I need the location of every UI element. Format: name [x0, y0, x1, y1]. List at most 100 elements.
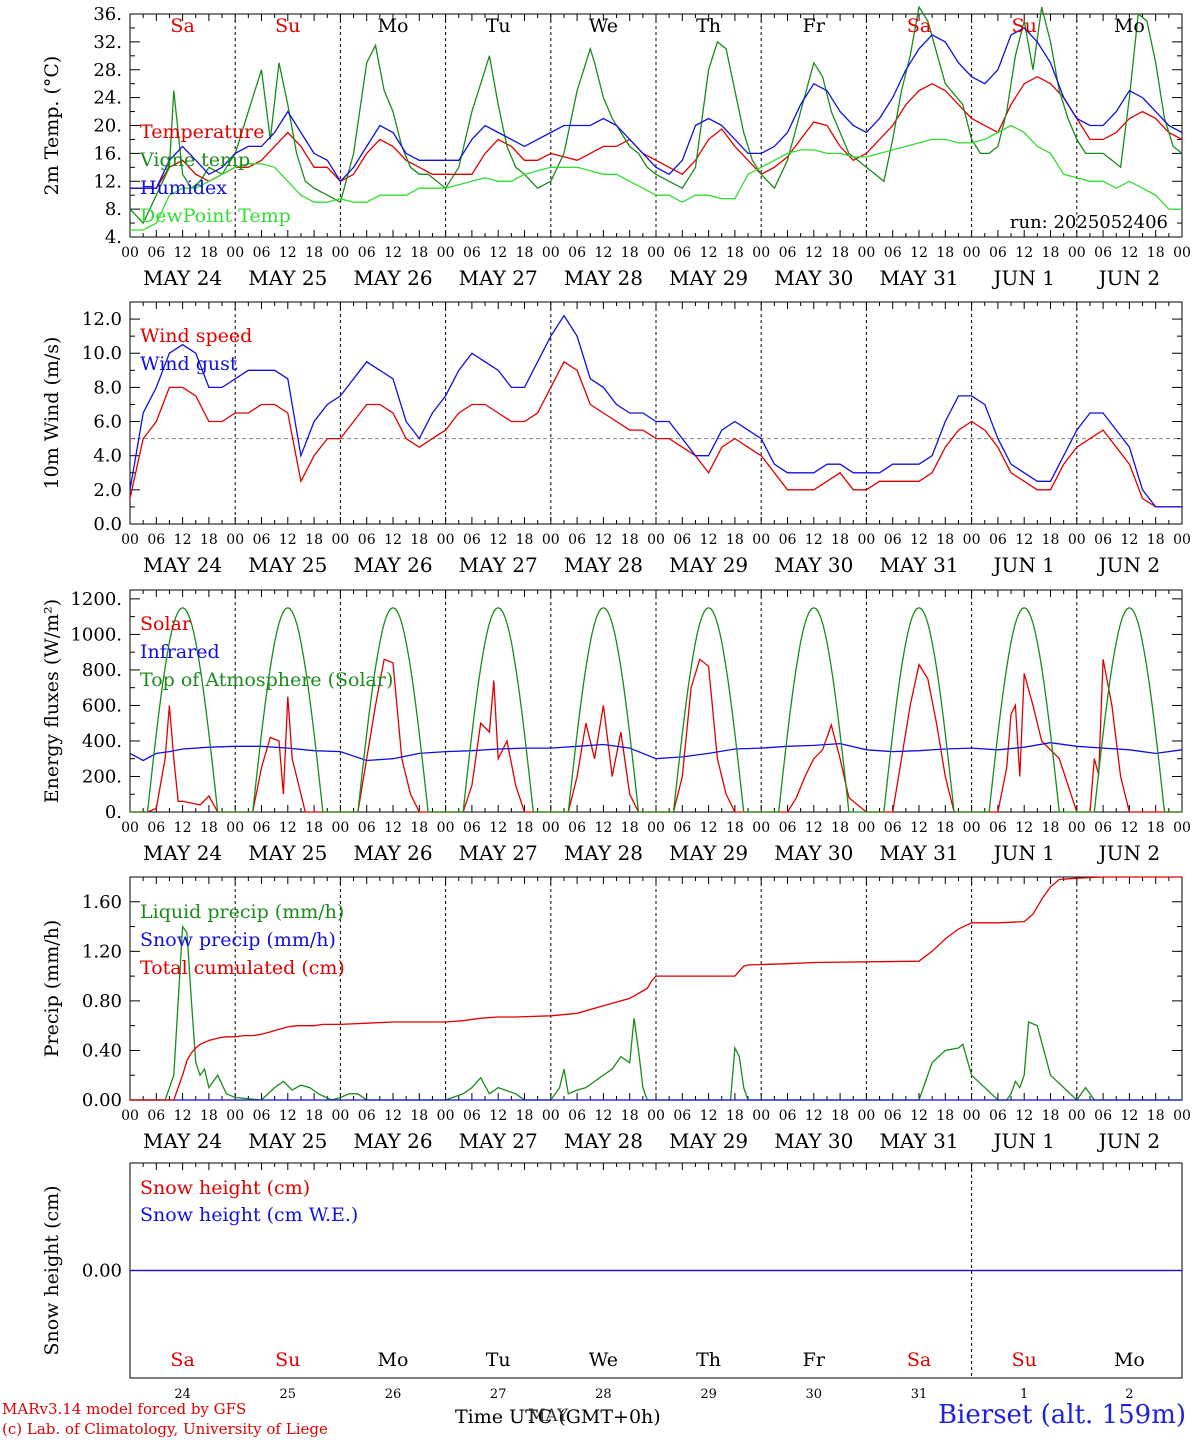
y-tick-label: 4.: [105, 227, 122, 248]
series-line-top-of-atmosphere-solar-: [130, 607, 1182, 813]
hour-tick-label: 06: [568, 820, 586, 836]
hour-tick-label: 18: [936, 532, 954, 548]
hour-tick-label: 18: [200, 1108, 218, 1124]
date-label: MAY 30: [774, 266, 853, 290]
hour-tick-label: 06: [1094, 1108, 1112, 1124]
legend-entry: Wind speed: [140, 325, 252, 347]
date-label: MAY 26: [353, 553, 432, 577]
date-label: MAY 30: [774, 1129, 853, 1153]
hour-tick-label: 12: [594, 532, 612, 548]
hour-tick-label: 18: [1147, 532, 1165, 548]
y-axis-title: Precip (mm/h): [41, 920, 63, 1058]
hour-tick-label: 12: [805, 245, 823, 261]
hour-tick-label: 12: [489, 245, 507, 261]
series-line-wind-speed: [129, 360, 1182, 508]
date-label: MAY 29: [669, 1129, 748, 1153]
hour-tick-label: 06: [884, 1108, 902, 1124]
date-label: JUN 1: [991, 1129, 1054, 1153]
hour-tick-label: 18: [410, 820, 428, 836]
hour-tick-label: 00: [647, 820, 665, 836]
station-name: Bierset (alt. 159m): [937, 1400, 1186, 1430]
hour-tick-label: 12: [279, 820, 297, 836]
y-axis-title: 2m Temp. (°C): [41, 56, 63, 196]
hour-tick-label: 12: [489, 532, 507, 548]
hour-tick-label: 00: [752, 532, 770, 548]
date-label: MAY 25: [248, 841, 327, 865]
y-tick-label: 0.80: [82, 991, 122, 1012]
hour-tick-label: 00: [963, 245, 981, 261]
hour-tick-label: 12: [489, 1108, 507, 1124]
date-label: MAY 30: [774, 553, 853, 577]
hour-tick-label: 00: [121, 1108, 139, 1124]
series-line-temperature: [130, 75, 1183, 189]
date-label: MAY 29: [669, 266, 748, 290]
day-number-label: 27: [490, 1387, 507, 1402]
date-label: MAY 29: [669, 553, 748, 577]
hour-tick-label: 18: [936, 820, 954, 836]
hour-tick-label: 06: [358, 820, 376, 836]
weekday-label: Fr: [803, 15, 826, 37]
y-tick-label: 0.0: [93, 514, 122, 535]
hour-tick-label: 12: [279, 532, 297, 548]
hour-tick-label: 18: [726, 820, 744, 836]
hour-tick-label: 12: [1015, 820, 1033, 836]
date-label: MAY 31: [879, 266, 958, 290]
hour-tick-label: 18: [621, 820, 639, 836]
hour-tick-label: 06: [1094, 245, 1112, 261]
hour-tick-label: 18: [621, 1108, 639, 1124]
y-tick-label: 200.: [82, 766, 122, 787]
hour-tick-label: 06: [358, 1108, 376, 1124]
hour-tick-label: 12: [1120, 1108, 1138, 1124]
day-number-label: 24: [174, 1387, 191, 1402]
hour-tick-label: 18: [831, 245, 849, 261]
hour-tick-label: 00: [121, 245, 139, 261]
hour-tick-label: 00: [121, 820, 139, 836]
hour-tick-label: 12: [910, 820, 928, 836]
y-tick-label: 1000.: [70, 624, 122, 645]
y-axis-title: 10m Wind (m/s): [41, 337, 63, 490]
hour-tick-label: 06: [779, 245, 797, 261]
y-tick-label: 2.0: [93, 480, 122, 501]
weekday-label: Mo: [1114, 1349, 1145, 1371]
hour-tick-label: 18: [726, 245, 744, 261]
hour-tick-label: 18: [936, 245, 954, 261]
y-tick-label: 0.00: [82, 1261, 122, 1282]
date-label: MAY 26: [353, 266, 432, 290]
hour-tick-label: 06: [1094, 532, 1112, 548]
date-label: MAY 27: [459, 841, 538, 865]
y-tick-label: 16.: [93, 143, 122, 164]
hour-tick-label: 12: [384, 1108, 402, 1124]
hour-tick-label: 18: [200, 245, 218, 261]
hour-tick-label: 18: [516, 820, 534, 836]
hour-tick-label: 00: [226, 245, 244, 261]
hour-tick-label: 06: [673, 245, 691, 261]
weekday-label: Tu: [486, 15, 511, 37]
hour-tick-label: 06: [884, 820, 902, 836]
hour-tick-label: 12: [1015, 245, 1033, 261]
hour-tick-label: 12: [910, 245, 928, 261]
legend-entry: Snow height (cm W.E.): [140, 1204, 358, 1226]
hour-tick-label: 12: [174, 820, 192, 836]
date-label: JUN 1: [991, 841, 1054, 865]
date-label: MAY 25: [248, 1129, 327, 1153]
hour-tick-label: 06: [253, 1108, 271, 1124]
hour-tick-label: 06: [463, 820, 481, 836]
y-tick-label: 20.: [93, 116, 122, 137]
hour-tick-label: 06: [673, 532, 691, 548]
hour-tick-label: 12: [279, 1108, 297, 1124]
hour-tick-label: 12: [594, 245, 612, 261]
copyright-credit: (c) Lab. of Climatology, University of L…: [2, 1420, 328, 1438]
hour-tick-label: 12: [700, 820, 718, 836]
temperature-panel: 4. 8. 12. 16. 20. 24. 28. 32. 36. 2m Temp. (°C) Te…: [41, 4, 1191, 290]
hour-tick-label: 00: [226, 1108, 244, 1124]
hour-tick-label: 06: [779, 1108, 797, 1124]
date-label: MAY 28: [564, 266, 643, 290]
hour-tick-label: 06: [884, 532, 902, 548]
hour-tick-label: 06: [673, 820, 691, 836]
hour-tick-label: 12: [384, 532, 402, 548]
hour-tick-label: 12: [910, 1108, 928, 1124]
date-label: MAY 28: [564, 1129, 643, 1153]
hour-tick-label: 00: [121, 532, 139, 548]
series-line-total-cumulated-cm-: [130, 876, 1182, 1101]
legend-entry: Humidex: [140, 177, 227, 199]
